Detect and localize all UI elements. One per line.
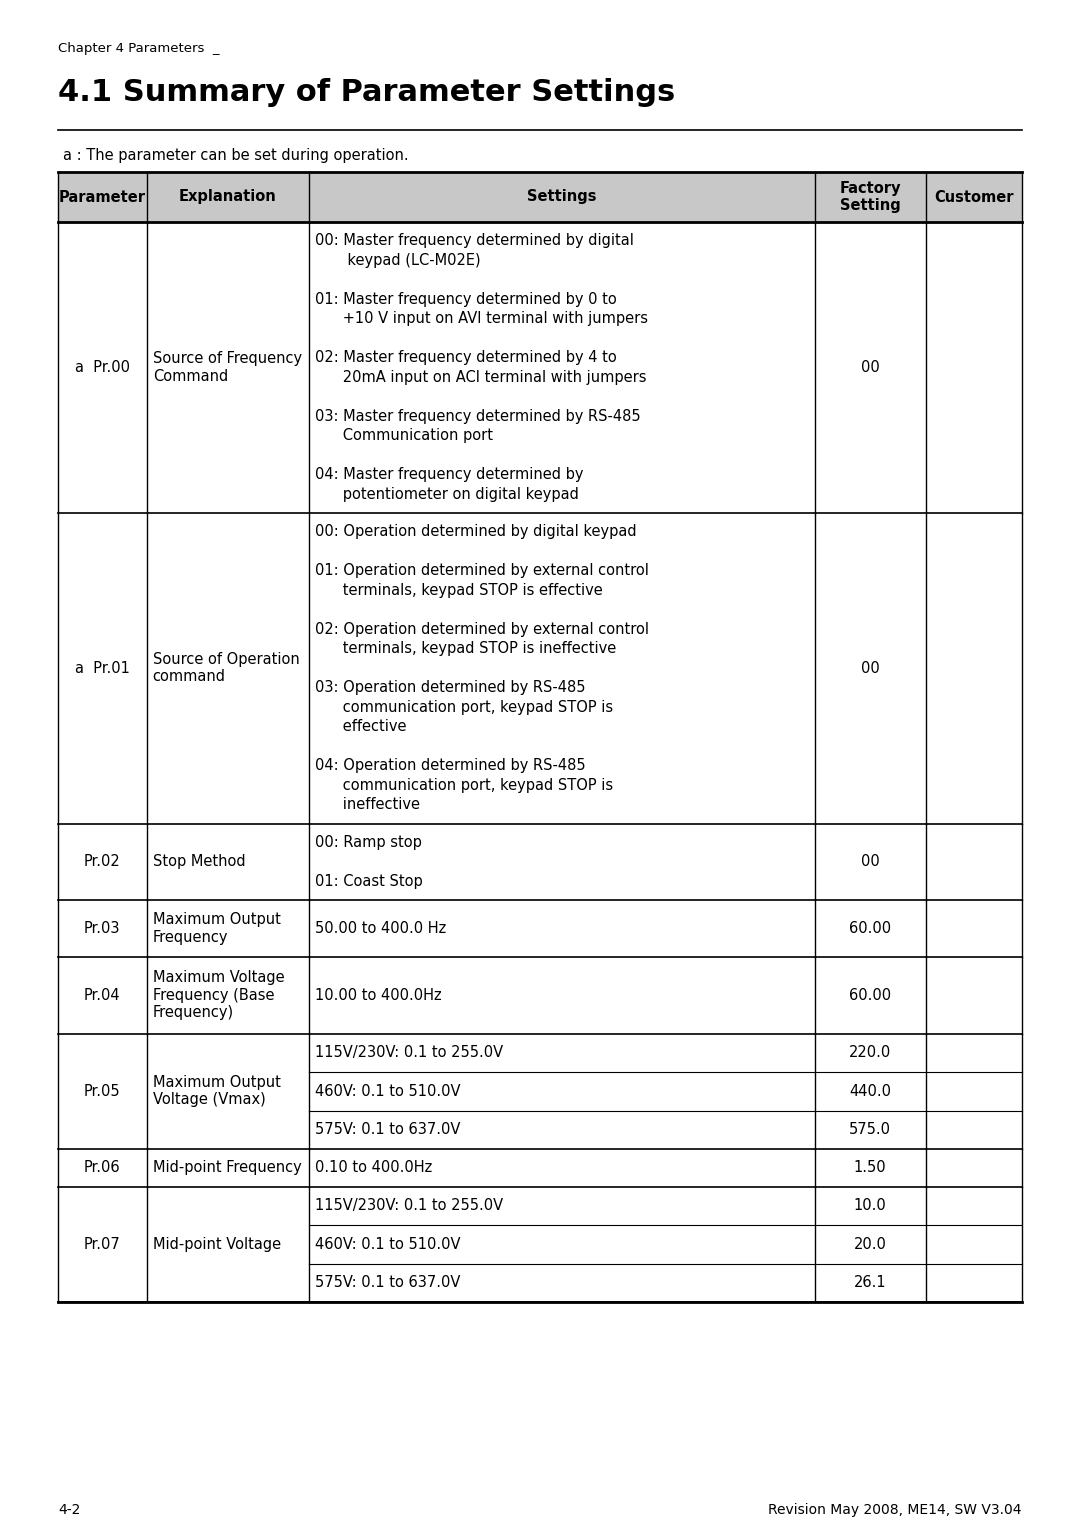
Text: 02: Operation determined by external control: 02: Operation determined by external con…: [314, 621, 649, 637]
Text: 575.0: 575.0: [849, 1123, 891, 1137]
Text: Source of Operation
command: Source of Operation command: [152, 652, 299, 684]
Text: 575V: 0.1 to 637.0V: 575V: 0.1 to 637.0V: [314, 1123, 460, 1137]
Text: 00: Ramp stop: 00: Ramp stop: [314, 834, 421, 850]
Text: 60.00: 60.00: [849, 988, 891, 1003]
Text: a  Pr.00: a Pr.00: [75, 360, 130, 374]
Text: 20.0: 20.0: [853, 1236, 887, 1252]
Text: effective: effective: [314, 719, 406, 735]
Text: Pr.03: Pr.03: [84, 920, 121, 936]
Text: 440.0: 440.0: [849, 1083, 891, 1098]
Text: 02: Master frequency determined by 4 to: 02: Master frequency determined by 4 to: [314, 350, 617, 365]
Text: Pr.02: Pr.02: [84, 854, 121, 870]
Text: Stop Method: Stop Method: [152, 854, 245, 870]
Text: Customer: Customer: [934, 190, 1013, 204]
Text: 01: Coast Stop: 01: Coast Stop: [314, 874, 422, 888]
Text: 00: Operation determined by digital keypad: 00: Operation determined by digital keyp…: [314, 525, 636, 540]
Text: 01: Master frequency determined by 0 to: 01: Master frequency determined by 0 to: [314, 291, 617, 307]
Text: potentiometer on digital keypad: potentiometer on digital keypad: [314, 486, 579, 502]
Text: 4.1 Summary of Parameter Settings: 4.1 Summary of Parameter Settings: [58, 78, 675, 107]
Text: 00: 00: [861, 360, 879, 374]
Text: 04: Master frequency determined by: 04: Master frequency determined by: [314, 468, 583, 482]
Text: 460V: 0.1 to 510.0V: 460V: 0.1 to 510.0V: [314, 1083, 460, 1098]
Text: terminals, keypad STOP is effective: terminals, keypad STOP is effective: [314, 583, 603, 598]
Text: Maximum Output
Frequency: Maximum Output Frequency: [152, 913, 281, 945]
Bar: [58, 172, 1022, 222]
Text: a  Pr.01: a Pr.01: [75, 661, 130, 676]
Text: Settings: Settings: [527, 190, 596, 204]
Text: Revision May 2008, ME14, SW V3.04: Revision May 2008, ME14, SW V3.04: [769, 1503, 1022, 1517]
Text: Pr.07: Pr.07: [84, 1236, 121, 1252]
Text: 04: Operation determined by RS-485: 04: Operation determined by RS-485: [314, 758, 585, 773]
Text: +10 V input on AVI terminal with jumpers: +10 V input on AVI terminal with jumpers: [314, 311, 648, 327]
Text: Pr.04: Pr.04: [84, 988, 121, 1003]
Text: keypad (LC-M02E): keypad (LC-M02E): [314, 253, 481, 268]
Text: 115V/230V: 0.1 to 255.0V: 115V/230V: 0.1 to 255.0V: [314, 1198, 503, 1213]
Text: Maximum Output
Voltage (Vmax): Maximum Output Voltage (Vmax): [152, 1075, 281, 1108]
Text: Pr.05: Pr.05: [84, 1083, 121, 1098]
Text: 10.00 to 400.0Hz: 10.00 to 400.0Hz: [314, 988, 442, 1003]
Text: Mid-point Voltage: Mid-point Voltage: [152, 1236, 281, 1252]
Text: 26.1: 26.1: [854, 1275, 887, 1290]
Text: 460V: 0.1 to 510.0V: 460V: 0.1 to 510.0V: [314, 1236, 460, 1252]
Text: 50.00 to 400.0 Hz: 50.00 to 400.0 Hz: [314, 920, 446, 936]
Text: 00: 00: [861, 661, 879, 676]
Text: communication port, keypad STOP is: communication port, keypad STOP is: [314, 778, 612, 793]
Text: Pr.06: Pr.06: [84, 1160, 121, 1175]
Text: 220.0: 220.0: [849, 1045, 891, 1060]
Text: 10.0: 10.0: [854, 1198, 887, 1213]
Text: 01: Operation determined by external control: 01: Operation determined by external con…: [314, 563, 648, 578]
Text: terminals, keypad STOP is ineffective: terminals, keypad STOP is ineffective: [314, 641, 616, 657]
Text: 1.50: 1.50: [854, 1160, 887, 1175]
Text: 00: Master frequency determined by digital: 00: Master frequency determined by digit…: [314, 233, 634, 249]
Text: 575V: 0.1 to 637.0V: 575V: 0.1 to 637.0V: [314, 1275, 460, 1290]
Text: 0.10 to 400.0Hz: 0.10 to 400.0Hz: [314, 1160, 432, 1175]
Text: Source of Frequency
Command: Source of Frequency Command: [152, 351, 301, 384]
Text: Communication port: Communication port: [314, 428, 492, 443]
Text: 03: Master frequency determined by RS-485: 03: Master frequency determined by RS-48…: [314, 408, 640, 423]
Text: 115V/230V: 0.1 to 255.0V: 115V/230V: 0.1 to 255.0V: [314, 1045, 503, 1060]
Text: Maximum Voltage
Frequency (Base
Frequency): Maximum Voltage Frequency (Base Frequenc…: [152, 971, 284, 1020]
Text: Factory
Setting: Factory Setting: [839, 181, 901, 213]
Text: Parameter: Parameter: [58, 190, 146, 204]
Text: Explanation: Explanation: [179, 190, 276, 204]
Text: ineffective: ineffective: [314, 798, 420, 811]
Text: 03: Operation determined by RS-485: 03: Operation determined by RS-485: [314, 680, 585, 695]
Text: a : The parameter can be set during operation.: a : The parameter can be set during oper…: [63, 147, 408, 163]
Text: 4-2: 4-2: [58, 1503, 80, 1517]
Text: 60.00: 60.00: [849, 920, 891, 936]
Text: 20mA input on ACI terminal with jumpers: 20mA input on ACI terminal with jumpers: [314, 370, 646, 385]
Text: 00: 00: [861, 854, 879, 870]
Text: communication port, keypad STOP is: communication port, keypad STOP is: [314, 700, 612, 715]
Text: Chapter 4 Parameters  _: Chapter 4 Parameters _: [58, 41, 219, 55]
Text: Mid-point Frequency: Mid-point Frequency: [152, 1160, 301, 1175]
